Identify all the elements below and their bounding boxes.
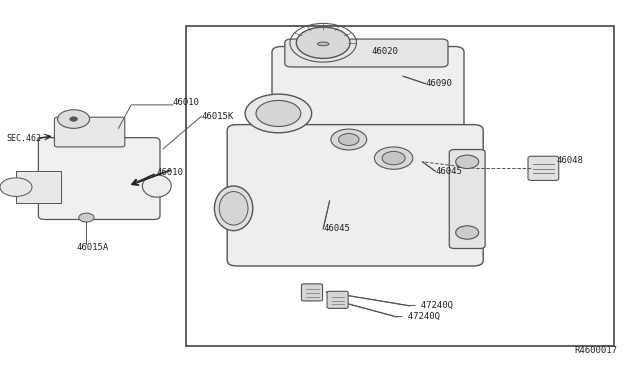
Text: 46090: 46090 <box>426 79 452 88</box>
FancyBboxPatch shape <box>327 291 348 308</box>
Circle shape <box>0 178 32 196</box>
Circle shape <box>245 94 312 133</box>
Circle shape <box>339 134 359 145</box>
Circle shape <box>456 155 479 169</box>
Circle shape <box>331 129 367 150</box>
Circle shape <box>382 151 405 165</box>
FancyBboxPatch shape <box>272 46 464 147</box>
Circle shape <box>456 226 479 239</box>
Text: — 47240Q: — 47240Q <box>410 301 452 310</box>
Text: 46015K: 46015K <box>202 112 234 121</box>
Text: SEC.462: SEC.462 <box>6 134 42 143</box>
Text: — 47240Q: — 47240Q <box>397 312 440 321</box>
FancyBboxPatch shape <box>301 284 323 301</box>
Text: R4600017: R4600017 <box>575 346 618 355</box>
Circle shape <box>256 100 301 126</box>
Circle shape <box>58 110 90 128</box>
Circle shape <box>79 213 94 222</box>
Ellipse shape <box>317 42 329 46</box>
Bar <box>186 26 614 346</box>
Text: 46015A: 46015A <box>77 243 109 252</box>
Ellipse shape <box>143 175 172 197</box>
FancyBboxPatch shape <box>528 156 559 180</box>
Text: 46010: 46010 <box>173 98 200 107</box>
Text: 46045: 46045 <box>323 224 350 233</box>
Text: 46048: 46048 <box>557 156 584 165</box>
Bar <box>16 171 61 203</box>
FancyBboxPatch shape <box>449 150 485 248</box>
Text: 46020: 46020 <box>371 47 398 56</box>
Ellipse shape <box>219 192 248 225</box>
FancyBboxPatch shape <box>285 39 448 67</box>
Text: 46045: 46045 <box>435 167 462 176</box>
FancyBboxPatch shape <box>38 138 160 219</box>
Ellipse shape <box>214 186 253 231</box>
FancyBboxPatch shape <box>54 117 125 147</box>
Circle shape <box>296 27 350 58</box>
Circle shape <box>70 117 77 121</box>
Text: 46010: 46010 <box>157 169 184 177</box>
FancyBboxPatch shape <box>227 125 483 266</box>
Circle shape <box>374 147 413 169</box>
